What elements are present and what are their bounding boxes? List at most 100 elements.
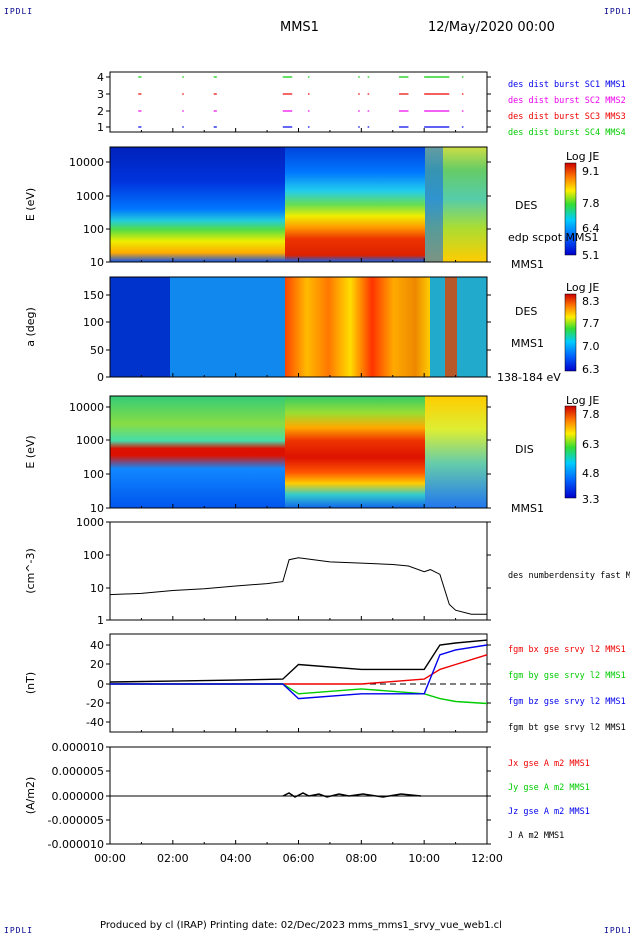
des-energy-side-label: DES <box>515 199 537 212</box>
dis-energy-ytick-label: 10000 <box>69 401 104 414</box>
density-frame <box>109 521 488 621</box>
des-energy-side-label: edp scpot MMS1 <box>508 231 599 244</box>
current-series-line <box>282 792 422 798</box>
dis-energy-colorbar <box>564 405 577 499</box>
dis-energy-ytick-label: 1000 <box>76 434 104 447</box>
des-energy-colorbar-tick: 7.8 <box>582 197 600 210</box>
burst-ytick-label: 2 <box>97 105 104 118</box>
des-energy-colorbar-title: Log JE <box>566 150 599 163</box>
burst-legend-entry: des dist burst SC3 MMS3 <box>508 112 626 122</box>
corner-label-bottom-right: IPDLI <box>604 926 630 935</box>
des-energy-colorbar-tick: 6.4 <box>582 222 600 235</box>
des-energy-ytick-label: 10 <box>90 256 104 269</box>
fgm-frame <box>109 633 488 733</box>
fgm-panel <box>109 633 488 733</box>
des-pitch-panel <box>109 276 488 378</box>
des-energy-panel <box>109 146 488 263</box>
density-panel <box>109 521 488 621</box>
des-pitch-side-label: MMS1 <box>511 337 544 350</box>
x-axis-tick-label: 12:00 <box>471 852 503 865</box>
des-pitch-ytick-label: 150 <box>83 289 104 302</box>
des-pitch-colorbar-tick: 6.3 <box>582 363 600 376</box>
dis-energy-side-label: DIS <box>515 443 534 456</box>
burst-ytick-label: 1 <box>97 121 104 134</box>
corner-label-top-left: IPDLI <box>4 7 34 16</box>
x-axis-tick-label: 00:00 <box>94 852 126 865</box>
fgm-ytick-label: 0 <box>97 678 104 691</box>
des-pitch-colorbar-tick: 7.7 <box>582 317 600 330</box>
current-ytick-label: 0.000010 <box>52 741 105 754</box>
des-pitch-side-label: 138-184 eV <box>497 371 561 384</box>
burst-panel <box>109 71 488 133</box>
fgm-series-bt <box>109 639 488 683</box>
fgm-legend-entry: fgm bt gse srvy l2 MMS1 <box>508 723 626 733</box>
des-energy-colorbar-tick: 5.1 <box>582 249 600 262</box>
dis-energy-colorbar-tick: 7.8 <box>582 408 600 421</box>
burst-legend-entry: des dist burst SC1 MMS1 <box>508 80 626 90</box>
fgm-ytick-label: 40 <box>90 639 104 652</box>
corner-label-bottom-left: IPDLI <box>4 926 34 935</box>
density-legend-entry: des numberdensity fast M <box>508 571 630 581</box>
x-axis-tick-label: 08:00 <box>345 852 377 865</box>
des-pitch-ytick-label: 50 <box>90 344 104 357</box>
dis-energy-colorbar-title: Log JE <box>566 394 599 407</box>
current-panel <box>109 746 488 845</box>
des-energy-gap <box>425 147 443 262</box>
dis-energy-active-region <box>285 396 425 508</box>
fgm-legend-entry: fgm bx gse srvy l2 MMS1 <box>508 645 626 655</box>
des-energy-ytick-label: 10000 <box>69 156 104 169</box>
burst-legend-entry: des dist burst SC4 MMS4 <box>508 128 626 138</box>
des-energy-ytick-label: 1000 <box>76 190 104 203</box>
des-energy-quiet-region <box>110 147 285 262</box>
current-legend-entry: Jx gse A m2 MMS1 <box>508 759 590 769</box>
des-energy-active-region <box>285 147 425 262</box>
dis-energy-colorbar-tick: 4.8 <box>582 467 600 480</box>
x-axis-tick-label: 04:00 <box>220 852 252 865</box>
density-ylabel: (cm^-3) <box>24 548 37 594</box>
fgm-series-bz <box>110 644 488 700</box>
x-axis-tick-label: 02:00 <box>157 852 189 865</box>
des-pitch-quiet-region <box>170 277 285 377</box>
des-pitch-colorbar-tick: 7.0 <box>582 340 600 353</box>
corner-label-top-right: IPDLI <box>604 7 630 16</box>
burst-ytick-label: 4 <box>97 71 104 84</box>
des-pitch-late-region <box>430 277 487 377</box>
des-energy-ytick-label: 100 <box>83 223 104 236</box>
dis-energy-side-label: MMS1 <box>511 502 544 515</box>
current-legend-entry: J A m2 MMS1 <box>508 831 564 841</box>
des-pitch-side-label: DES <box>515 305 537 318</box>
current-ytick-label: 0.000005 <box>52 765 105 778</box>
mission-title: MMS1 <box>280 20 319 35</box>
fgm-ytick-label: -20 <box>86 697 104 710</box>
des-pitch-quiet-deep <box>110 277 170 377</box>
dis-energy-ylabel: E (eV) <box>24 435 37 468</box>
dis-energy-quiet-region <box>110 396 285 508</box>
des-pitch-ytick-label: 100 <box>83 316 104 329</box>
fgm-ylabel: (nT) <box>24 672 37 694</box>
x-axis-tick-label: 06:00 <box>283 852 315 865</box>
burst-legend-entry: des dist burst SC2 MMS2 <box>508 96 626 106</box>
footer-text: Produced by cl (IRAP) Printing date: 02/… <box>100 920 502 931</box>
dis-energy-ytick-label: 100 <box>83 468 104 481</box>
des-energy-colorbar <box>564 162 577 256</box>
des-energy-colorbar-tick: 9.1 <box>582 165 600 178</box>
current-ytick-label: -0.000010 <box>48 838 104 851</box>
density-series-line <box>109 557 487 615</box>
date-title: 12/May/2020 00:00 <box>428 20 555 35</box>
dis-energy-panel <box>109 395 488 509</box>
x-axis-tick-label: 10:00 <box>408 852 440 865</box>
density-ytick-label: 1000 <box>76 516 104 529</box>
fgm-ytick-label: 20 <box>90 658 104 671</box>
current-ytick-label: -0.000005 <box>48 814 104 827</box>
des-pitch-late-stripe <box>445 277 457 377</box>
des-pitch-colorbar-title: Log JE <box>566 281 599 294</box>
dis-energy-late-region <box>425 396 487 508</box>
density-ytick-label: 100 <box>83 549 104 562</box>
current-legend-entry: Jy gse A m2 MMS1 <box>508 783 590 793</box>
fgm-legend-entry: fgm by gse srvy l2 MMS1 <box>508 671 626 681</box>
density-ytick-label: 1 <box>97 614 104 627</box>
des-energy-side-label: MMS1 <box>511 258 544 271</box>
fgm-legend-entry: fgm bz gse srvy l2 MMS1 <box>508 697 626 707</box>
dis-energy-ytick-label: 10 <box>90 502 104 515</box>
